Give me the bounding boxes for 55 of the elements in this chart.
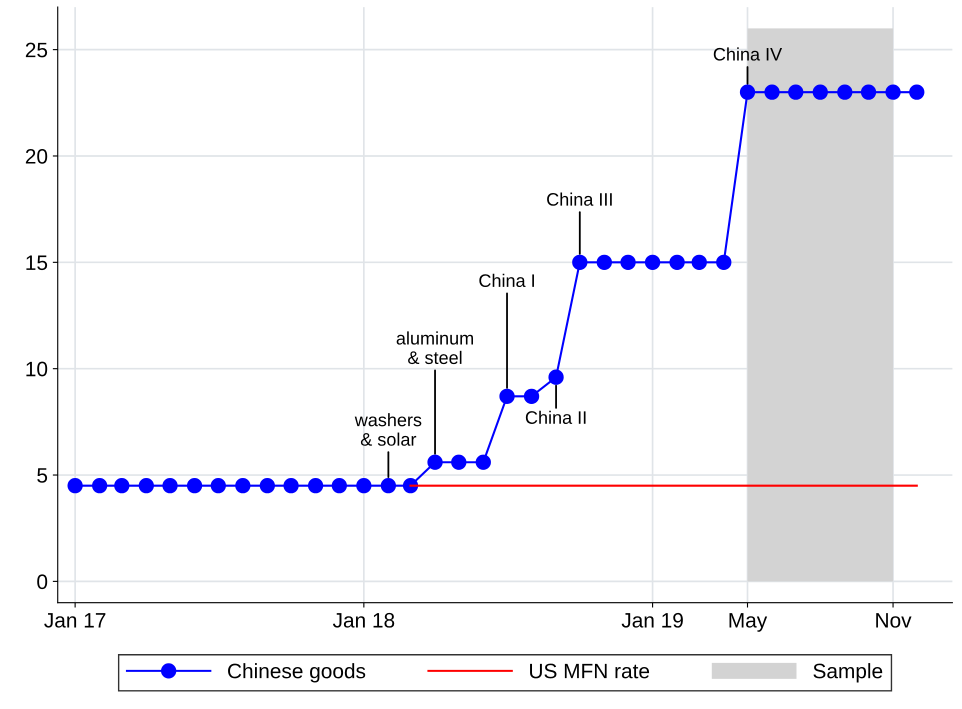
annotation: aluminum & steel (396, 331, 473, 364)
point (451, 454, 466, 470)
annotation: China II (526, 410, 586, 424)
point (885, 84, 901, 100)
point (620, 254, 636, 270)
legend-label: Chinese goods (228, 663, 366, 683)
y-tick-label: 10 (26, 362, 48, 376)
annotation: washers & solar (354, 413, 422, 446)
point (210, 478, 226, 494)
legend-label: US MFN rate (530, 664, 650, 678)
point (114, 478, 130, 494)
legend-label: Sample (813, 663, 882, 683)
point (764, 84, 780, 100)
annotation: China III (547, 192, 612, 206)
point (524, 388, 540, 404)
point (596, 254, 612, 270)
x-tick-label: Nov (876, 613, 912, 628)
point (788, 84, 804, 100)
point (812, 84, 828, 100)
x-tick-label: Jan 19 (622, 612, 683, 628)
point (380, 478, 396, 494)
point (162, 478, 178, 494)
point (692, 254, 707, 270)
annotation: China IV (714, 47, 782, 61)
y-tick-label: 5 (37, 468, 48, 483)
point (92, 478, 108, 494)
x-tick-label: Jan 17 (44, 613, 106, 628)
point (572, 254, 588, 270)
point (909, 84, 924, 100)
point (332, 478, 347, 494)
x-tick-label: Jan 18 (332, 612, 394, 628)
point (837, 84, 852, 100)
point (67, 478, 83, 494)
point (716, 254, 732, 270)
y-tick-label: 20 (26, 148, 48, 164)
point (308, 478, 324, 494)
point (138, 478, 154, 494)
x-tick-label: May (730, 613, 768, 632)
point (235, 478, 250, 494)
point (283, 478, 299, 494)
point (427, 454, 443, 470)
y-tick-label: 0 (37, 574, 48, 590)
point (356, 478, 372, 494)
point (644, 254, 660, 270)
point (186, 478, 202, 494)
point (548, 370, 564, 385)
point (740, 84, 756, 100)
point (260, 478, 275, 494)
y-tick-label: 15 (26, 256, 48, 270)
point (860, 84, 876, 100)
point (499, 388, 515, 404)
annotation: China I (479, 274, 534, 288)
point (476, 454, 491, 470)
y-tick-label: 25 (26, 42, 48, 58)
point (669, 254, 685, 270)
